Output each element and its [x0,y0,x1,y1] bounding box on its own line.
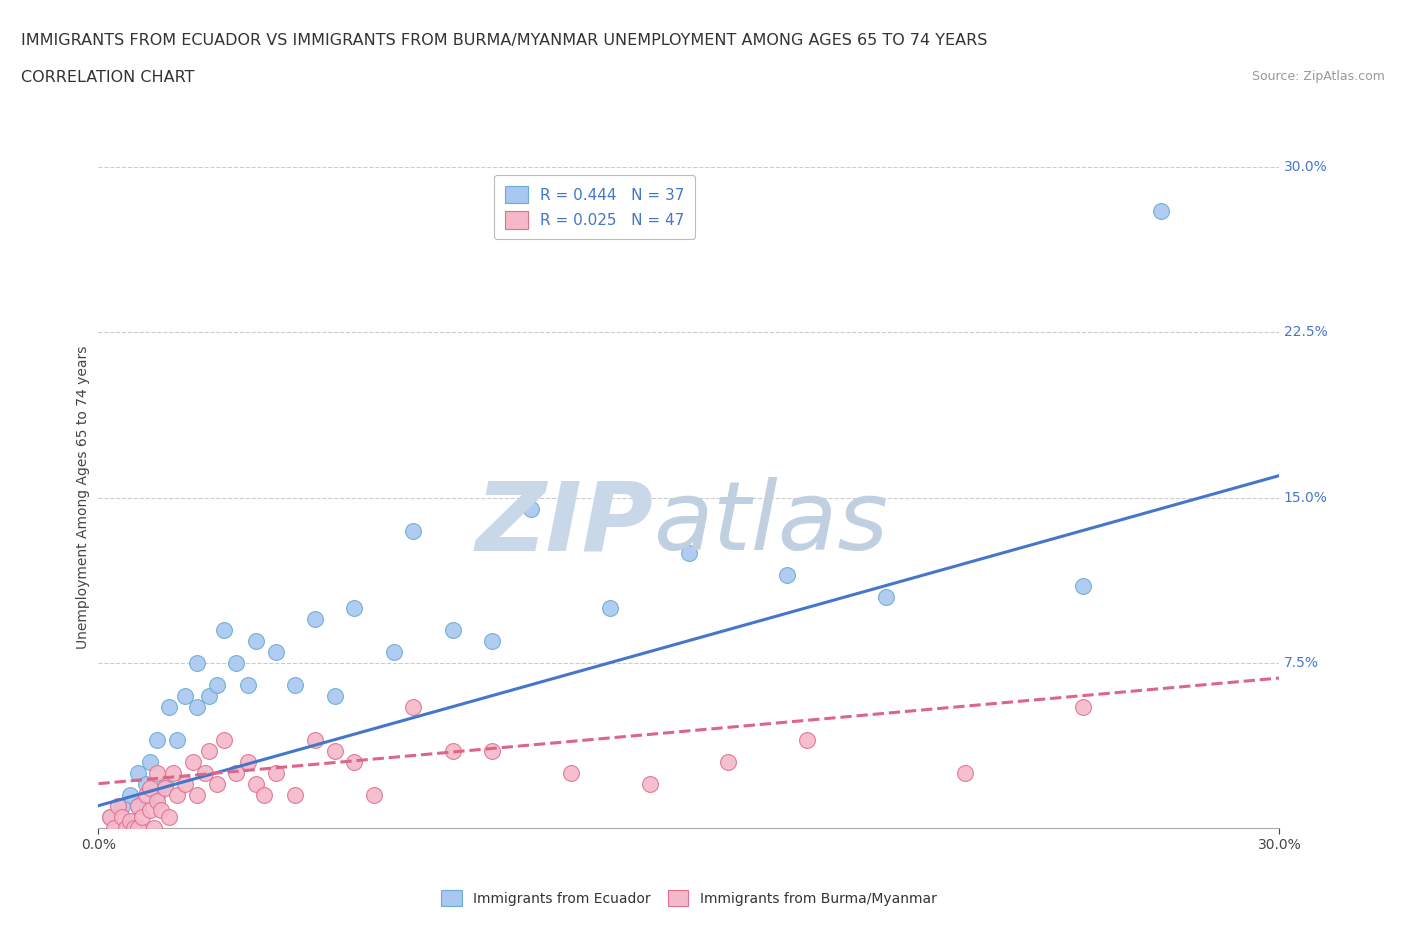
Point [150,803,173,817]
Point [481,633,503,648]
Text: 15.0%: 15.0% [1284,490,1327,505]
Point [157,809,180,824]
Point [197,688,219,703]
Point [115,820,138,835]
Point [155,780,177,795]
Point [343,600,366,615]
Legend: Immigrants from Ecuador, Immigrants from Burma/Myanmar: Immigrants from Ecuador, Immigrants from… [434,884,943,913]
Point [382,644,405,659]
Point [118,787,141,802]
Point [1071,578,1094,593]
Text: 22.5%: 22.5% [1284,326,1327,339]
Point [776,567,799,582]
Point [1071,699,1094,714]
Point [343,754,366,769]
Point [236,677,259,692]
Point [135,777,157,791]
Point [236,754,259,769]
Text: CORRELATION CHART: CORRELATION CHART [21,70,194,85]
Point [323,688,346,703]
Point [402,523,425,538]
Point [127,765,149,780]
Point [284,677,307,692]
Point [245,633,267,648]
Point [1150,204,1173,219]
Point [560,765,582,780]
Point [186,699,208,714]
Point [638,777,661,791]
Point [205,677,228,692]
Point [186,656,208,671]
Point [107,798,129,813]
Point [481,743,503,758]
Point [135,787,157,802]
Point [441,743,464,758]
Point [717,754,740,769]
Point [953,765,976,780]
Text: 7.5%: 7.5% [1284,656,1319,670]
Point [138,780,160,795]
Point [225,656,247,671]
Point [98,809,121,824]
Point [678,545,700,560]
Point [284,787,307,802]
Point [146,794,169,809]
Text: IMMIGRANTS FROM ECUADOR VS IMMIGRANTS FROM BURMA/MYANMAR UNEMPLOYMENT AMONG AGES: IMMIGRANTS FROM ECUADOR VS IMMIGRANTS FR… [21,33,987,47]
Point [146,787,169,802]
Text: ZIP: ZIP [475,477,654,570]
Point [122,820,145,835]
Point [599,600,621,615]
Point [197,743,219,758]
Point [323,743,346,758]
Point [186,787,208,802]
Point [264,644,287,659]
Point [111,798,134,813]
Point [157,699,180,714]
Point [155,777,177,791]
Point [118,814,141,829]
Point [363,787,385,802]
Point [441,622,464,637]
Point [127,798,149,813]
Point [166,732,188,747]
Point [214,732,236,747]
Point [796,732,818,747]
Point [127,820,149,835]
Point [304,611,326,626]
Point [520,501,543,516]
Text: Source: ZipAtlas.com: Source: ZipAtlas.com [1251,70,1385,83]
Point [264,765,287,780]
Point [138,754,160,769]
Point [127,798,149,813]
Point [142,820,165,835]
Point [138,803,160,817]
Point [205,777,228,791]
Point [98,809,121,824]
Point [225,765,247,780]
Point [146,732,169,747]
Point [402,699,425,714]
Point [245,777,267,791]
Point [181,754,204,769]
Point [162,765,184,780]
Point [304,732,326,747]
Point [131,809,153,824]
Point [111,809,134,824]
Point [174,777,197,791]
Point [174,688,197,703]
Text: atlas: atlas [654,477,889,570]
Y-axis label: Unemployment Among Ages 65 to 74 years: Unemployment Among Ages 65 to 74 years [76,346,90,649]
Point [103,820,125,835]
Point [146,765,169,780]
Point [194,765,217,780]
Point [214,622,236,637]
Point [253,787,276,802]
Point [875,590,897,604]
Point [166,787,188,802]
Text: 30.0%: 30.0% [1284,160,1327,175]
